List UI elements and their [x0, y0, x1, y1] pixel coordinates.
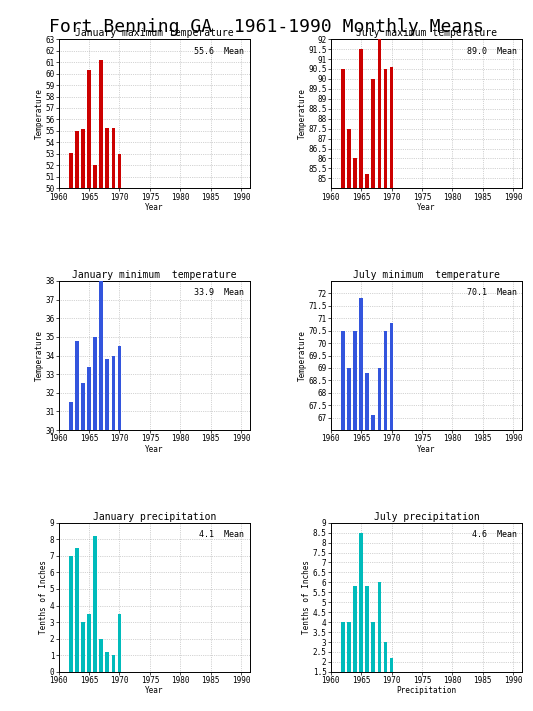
Bar — [118, 614, 122, 672]
Bar — [347, 622, 351, 672]
Bar — [377, 368, 381, 430]
Bar — [118, 346, 122, 430]
Bar — [81, 383, 85, 430]
Bar — [93, 536, 97, 672]
Bar — [106, 127, 109, 188]
Bar — [111, 656, 115, 672]
Bar — [372, 622, 375, 672]
Bar — [366, 174, 369, 188]
Title: January minimum  temperature: January minimum temperature — [72, 270, 237, 280]
Bar — [341, 69, 345, 188]
Bar — [69, 153, 72, 188]
Bar — [93, 337, 97, 430]
Title: January maximum temperature: January maximum temperature — [75, 28, 234, 38]
Bar — [372, 79, 375, 188]
X-axis label: Year: Year — [145, 686, 164, 695]
Y-axis label: Tenths of Inches: Tenths of Inches — [302, 560, 311, 634]
Bar — [359, 533, 363, 672]
Bar — [75, 131, 79, 188]
Y-axis label: Temperature: Temperature — [35, 88, 44, 139]
Bar — [353, 159, 357, 188]
Y-axis label: Temperature: Temperature — [297, 88, 306, 139]
Text: 4.6  Mean: 4.6 Mean — [472, 530, 516, 539]
Text: 55.6  Mean: 55.6 Mean — [195, 46, 245, 55]
Title: July precipitation: July precipitation — [374, 512, 479, 522]
Bar — [111, 356, 115, 430]
Bar — [99, 638, 103, 672]
Bar — [75, 547, 79, 672]
Bar — [106, 359, 109, 430]
Bar — [75, 341, 79, 430]
Bar — [347, 129, 351, 188]
Bar — [93, 166, 97, 188]
Bar — [81, 622, 85, 672]
Title: July maximum temperature: July maximum temperature — [356, 28, 497, 38]
X-axis label: Year: Year — [417, 444, 436, 454]
X-axis label: Precipitation: Precipitation — [397, 686, 457, 695]
Bar — [390, 324, 393, 430]
Bar — [341, 622, 345, 672]
Text: Fort Benning GA  1961-1990 Monthly Means: Fort Benning GA 1961-1990 Monthly Means — [49, 18, 484, 36]
Bar — [99, 281, 103, 430]
Bar — [359, 299, 363, 430]
Bar — [99, 60, 103, 188]
Y-axis label: Tenths of Inches: Tenths of Inches — [39, 560, 49, 634]
Bar — [390, 67, 393, 188]
Bar — [69, 402, 72, 430]
Bar — [390, 658, 393, 672]
Bar — [372, 415, 375, 430]
Bar — [359, 49, 363, 188]
Bar — [353, 587, 357, 672]
Bar — [384, 69, 387, 188]
Bar — [377, 582, 381, 672]
Text: 33.9  Mean: 33.9 Mean — [195, 289, 245, 297]
Title: July minimum  temperature: July minimum temperature — [353, 270, 500, 280]
X-axis label: Year: Year — [145, 203, 164, 212]
Bar — [111, 127, 115, 188]
Text: 70.1  Mean: 70.1 Mean — [466, 289, 516, 297]
Bar — [366, 587, 369, 672]
Bar — [341, 331, 345, 430]
Bar — [353, 331, 357, 430]
Bar — [347, 368, 351, 430]
Text: 4.1  Mean: 4.1 Mean — [199, 530, 245, 539]
Bar — [384, 642, 387, 672]
Bar — [87, 70, 91, 188]
Bar — [69, 556, 72, 672]
Title: January precipitation: January precipitation — [93, 512, 216, 522]
Bar — [384, 331, 387, 430]
Bar — [87, 614, 91, 672]
Bar — [106, 652, 109, 672]
X-axis label: Year: Year — [417, 203, 436, 212]
Y-axis label: Temperature: Temperature — [297, 330, 306, 381]
Bar — [118, 154, 122, 188]
Bar — [81, 129, 85, 188]
Bar — [377, 0, 381, 188]
Text: 89.0  Mean: 89.0 Mean — [466, 46, 516, 55]
Bar — [366, 373, 369, 430]
X-axis label: Year: Year — [145, 444, 164, 454]
Bar — [87, 367, 91, 430]
Y-axis label: Temperature: Temperature — [35, 330, 44, 381]
